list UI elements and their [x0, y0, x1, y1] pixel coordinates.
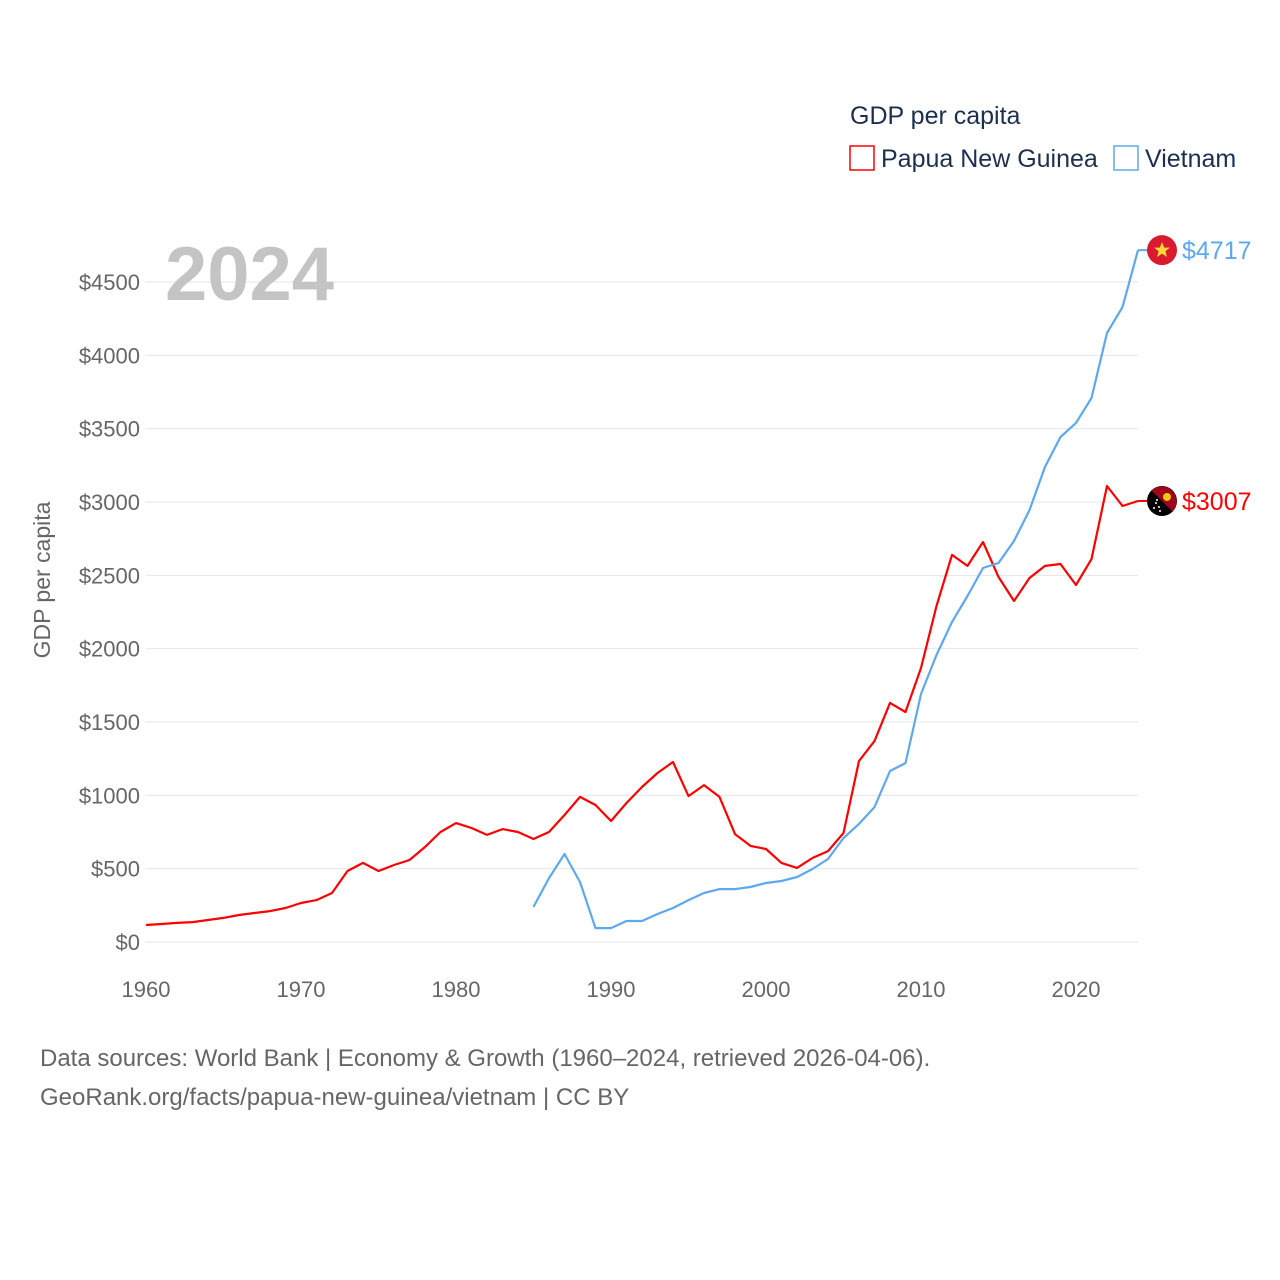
x-tick-label: 1960 — [122, 977, 171, 1002]
legend-item-vietnam[interactable]: Vietnam — [1145, 145, 1236, 173]
legend-swatch — [849, 145, 875, 171]
end-value-label: $4717 — [1182, 237, 1252, 265]
y-tick-label: $4500 — [79, 270, 140, 295]
y-tick-label: $3000 — [79, 490, 140, 515]
legend-title: GDP per capita — [850, 102, 1021, 130]
footer-sources: Data sources: World Bank | Economy & Gro… — [40, 1045, 931, 1072]
y-tick-label: $3500 — [79, 417, 140, 442]
series-line-vietnam — [532, 249, 1140, 930]
vietnam-flag-icon — [1147, 235, 1177, 266]
x-tick-label: 1970 — [277, 977, 326, 1002]
y-tick-label: $2500 — [79, 563, 140, 588]
x-tick-label: 1980 — [432, 977, 481, 1002]
y-tick-label: $0 — [116, 930, 140, 955]
end-value-label: $3007 — [1182, 488, 1252, 516]
x-tick-label: 1990 — [587, 977, 636, 1002]
y-tick-label: $4000 — [79, 343, 140, 368]
legend-swatch — [1113, 145, 1139, 171]
y-tick-label: $2000 — [79, 637, 140, 662]
y-axis-label: GDP per capita — [29, 501, 55, 658]
footer-link[interactable]: GeoRank.org/facts/papua-new-guinea/vietn… — [40, 1084, 630, 1111]
x-tick-label: 2020 — [1052, 977, 1101, 1002]
x-tick-label: 2010 — [897, 977, 946, 1002]
x-tick-label: 2000 — [742, 977, 791, 1002]
y-tick-label: $500 — [91, 857, 140, 882]
y-tick-label: $1000 — [79, 783, 140, 808]
y-tick-label: $1500 — [79, 710, 140, 735]
papua-new-guinea-flag-icon — [1147, 485, 1177, 516]
legend-item-papua-new-guinea[interactable]: Papua New Guinea — [881, 145, 1098, 173]
series-line-papua-new-guinea — [145, 484, 1139, 927]
year-label: 2024 — [165, 232, 334, 317]
